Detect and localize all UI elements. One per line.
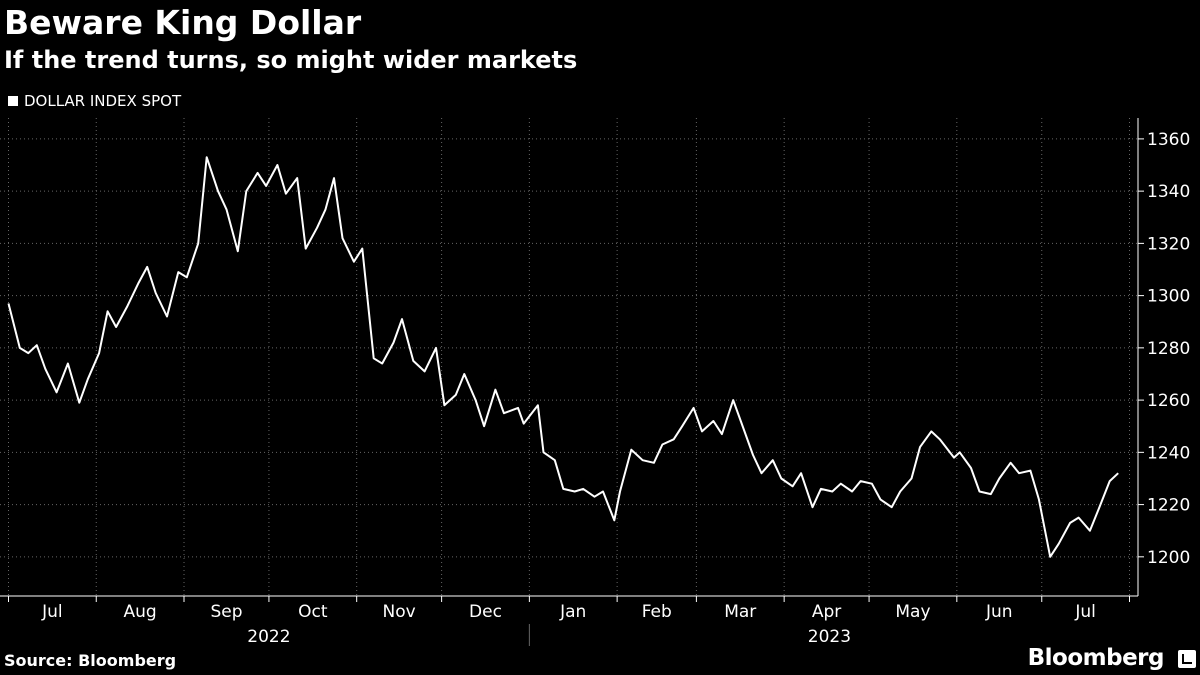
chart-subtitle: If the trend turns, so might wider marke…: [4, 46, 578, 74]
horizontal-gridlines: [0, 138, 1138, 558]
vertical-gridlines: [7, 118, 1131, 596]
x-month-label: Nov: [383, 602, 416, 622]
y-tick-label: 1260: [1147, 391, 1190, 411]
legend-swatch: [8, 96, 18, 106]
source-note: Source: Bloomberg: [4, 651, 177, 670]
x-axis-ticks: Jul Aug Sep Oct Nov Dec Jan Feb Mar Apr May Jun Jul 2…: [7, 596, 1131, 647]
chart-title: Beware King Dollar: [4, 3, 362, 42]
x-month-label: Oct: [298, 602, 328, 622]
x-month-label: Jul: [41, 602, 63, 622]
series-line-dollar-index: [7, 156, 1119, 558]
y-tick-label: 1220: [1147, 496, 1190, 516]
y-tick-label: 1360: [1147, 130, 1190, 150]
x-month-label: Mar: [724, 602, 756, 622]
x-month-label: Apr: [812, 602, 841, 622]
terminal-icon: [1178, 650, 1196, 668]
x-month-label: Jul: [1074, 602, 1096, 622]
x-month-label: Dec: [469, 602, 502, 622]
series-layer: [7, 156, 1119, 558]
x-month-label: May: [895, 602, 930, 622]
x-month-label: Aug: [124, 602, 157, 622]
legend: DOLLAR INDEX SPOT: [8, 91, 181, 111]
x-year-label: 2022: [247, 627, 290, 647]
x-month-label: Jun: [985, 602, 1013, 622]
brand-logo: Bloomberg: [1027, 645, 1165, 671]
y-tick-label: 1340: [1147, 182, 1190, 202]
legend-label: DOLLAR INDEX SPOT: [24, 92, 182, 110]
y-axis-ticks: 1200 1220 1240 1260 1280 1300 1320 1340 1360: [1138, 130, 1190, 568]
x-month-label: Jan: [559, 602, 586, 622]
y-tick-label: 1200: [1147, 548, 1190, 568]
x-month-label: Feb: [642, 602, 672, 622]
y-tick-label: 1320: [1147, 234, 1190, 254]
y-tick-label: 1280: [1147, 339, 1190, 359]
axes: [0, 118, 1139, 597]
y-tick-label: 1300: [1147, 287, 1190, 307]
x-month-label: Sep: [210, 602, 242, 622]
x-year-label: 2023: [808, 627, 851, 647]
y-tick-label: 1240: [1147, 443, 1190, 463]
